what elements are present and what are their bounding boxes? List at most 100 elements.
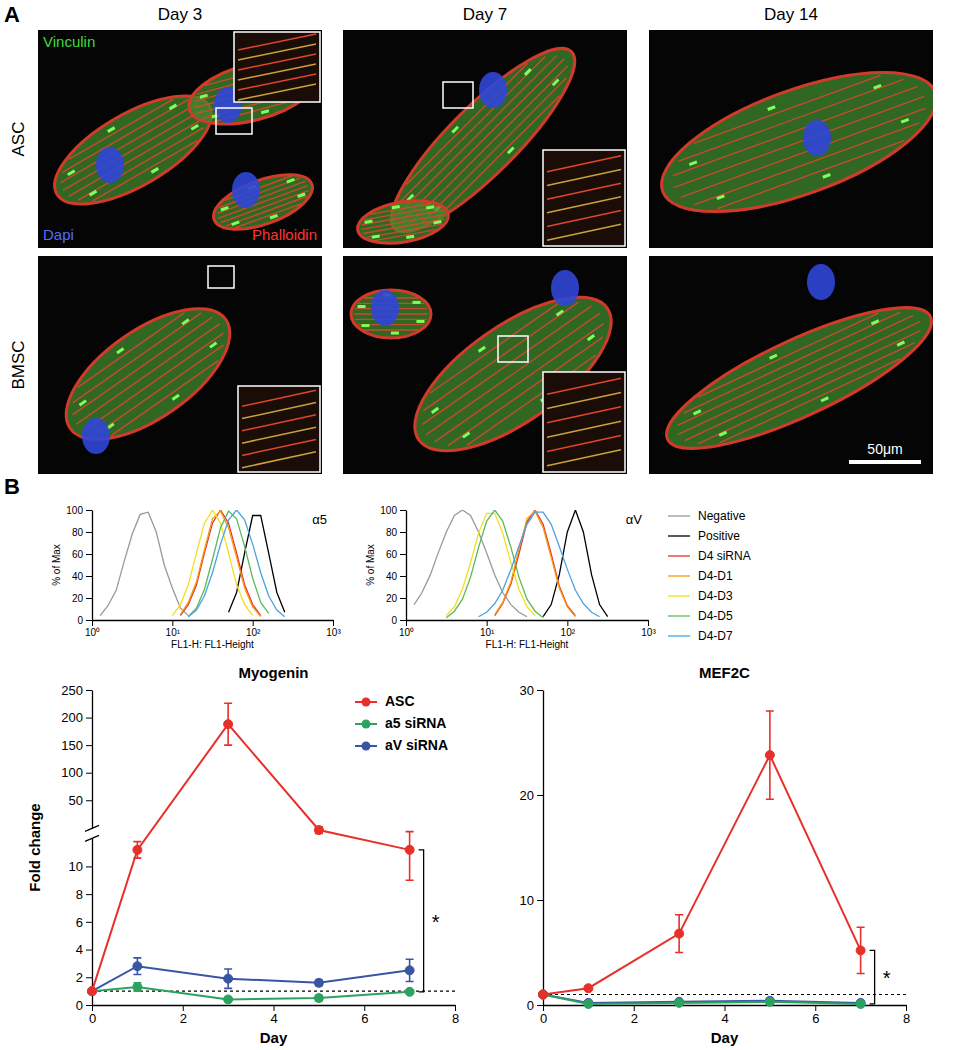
significance-bracket: [419, 850, 424, 992]
tick-mark: [86, 690, 92, 691]
tick: 80: [72, 527, 92, 538]
plot-area: [88, 703, 456, 1004]
micrograph: [649, 256, 933, 474]
focal-adhesion: [769, 354, 778, 360]
tick-mark: [400, 576, 406, 577]
focal-adhesion: [820, 396, 829, 402]
series: [88, 703, 415, 995]
nucleus: [82, 418, 110, 454]
series: [229, 516, 285, 613]
stress-fiber: [679, 79, 904, 161]
legend-marker: [362, 742, 371, 751]
inset-frame: [238, 386, 320, 472]
focal-adhesion: [897, 341, 906, 347]
tick-mark: [86, 510, 92, 511]
series-line: [543, 755, 861, 994]
x-axis: 02468: [89, 1005, 459, 1026]
tick-mark: [567, 620, 568, 626]
tick: 10: [520, 893, 543, 908]
series-line: [495, 510, 576, 616]
point: [405, 966, 414, 975]
chart-title: MEF2C: [699, 664, 750, 681]
tick: 10⁰: [85, 620, 100, 638]
x-axis-title: FL1-H: FL1-Height: [486, 639, 569, 650]
tick-mark: [183, 1005, 184, 1011]
inset-fiber: [547, 224, 621, 240]
tick-mark: [906, 1005, 907, 1011]
legend-marker: [362, 698, 371, 707]
point: [133, 962, 142, 971]
stress-fiber: [93, 141, 198, 201]
inset-fiber: [547, 211, 621, 227]
tick: 10³: [326, 620, 341, 638]
series-line: [479, 512, 600, 617]
point: [133, 982, 142, 991]
tick-mark: [92, 1005, 93, 1011]
focal-adhesion: [413, 301, 421, 304]
error-bar: [224, 703, 232, 745]
legend-entry: a5 siRNA: [355, 715, 446, 731]
focal-adhesion: [556, 309, 564, 316]
y-axis: 020406080100: [66, 505, 92, 626]
x-axis-title: Day: [260, 1029, 288, 1046]
focal-adhesion: [416, 320, 424, 323]
focal-adhesion: [67, 169, 75, 176]
tick-label: 250: [61, 683, 83, 698]
background: [0, 0, 953, 1050]
tick: 2: [631, 1005, 638, 1026]
tick-mark: [86, 950, 92, 951]
focal-adhesion: [451, 126, 459, 134]
focal-adhesion: [431, 407, 439, 414]
reference-line: [543, 994, 906, 995]
tick-mark: [274, 1005, 275, 1011]
stress-fiber: [78, 313, 185, 388]
tick-mark: [86, 598, 92, 599]
inset-marker: [498, 336, 528, 362]
error-bar: [766, 711, 774, 799]
tick: 6: [812, 1005, 819, 1026]
inset-fiber: [242, 427, 316, 443]
plot-area: [100, 510, 285, 617]
axis-line: [407, 620, 649, 621]
inset-frame: [543, 372, 625, 472]
legend-label: aV siRNA: [385, 737, 448, 753]
tick: 10⁰: [399, 620, 414, 638]
tick-mark: [400, 598, 406, 599]
stress-fiber: [364, 329, 419, 330]
tick: 8: [903, 1005, 910, 1026]
inset-fiber: [547, 169, 621, 185]
tick-label: 100: [380, 505, 397, 516]
series: [539, 711, 866, 999]
point: [856, 946, 865, 955]
legend-swatch: [668, 535, 690, 536]
tick: 20: [520, 788, 543, 803]
focal-adhesion: [391, 332, 399, 335]
inset-fiber: [547, 197, 621, 213]
legend-entry: Positive: [668, 529, 740, 543]
nucleus: [96, 147, 124, 183]
tick-label: 10³: [641, 627, 656, 638]
series-line: [188, 510, 284, 617]
tick-mark: [86, 576, 92, 577]
tick: 2: [180, 1005, 187, 1026]
chart: 010203002468*MEF2CDay: [520, 664, 911, 1046]
stress-fiber: [673, 87, 917, 176]
stress-fiber: [69, 99, 174, 159]
tick-label: 150: [61, 738, 83, 753]
stress-fiber: [698, 343, 915, 444]
micrograph: [38, 30, 322, 248]
focal-adhesion: [433, 220, 441, 224]
plot-area: [539, 711, 907, 1008]
focal-adhesion: [107, 126, 115, 133]
inset-marker: [216, 108, 252, 134]
stress-fiber: [438, 95, 559, 216]
tick: 40: [386, 571, 406, 582]
tick: 4: [270, 1005, 277, 1026]
focal-adhesion: [358, 305, 366, 308]
series: [446, 510, 543, 618]
focal-adhesion: [406, 235, 414, 239]
inset-fiber: [242, 452, 316, 468]
inset-frame: [234, 32, 320, 102]
focal-adhesion: [191, 124, 199, 131]
tick-mark: [537, 1005, 543, 1006]
